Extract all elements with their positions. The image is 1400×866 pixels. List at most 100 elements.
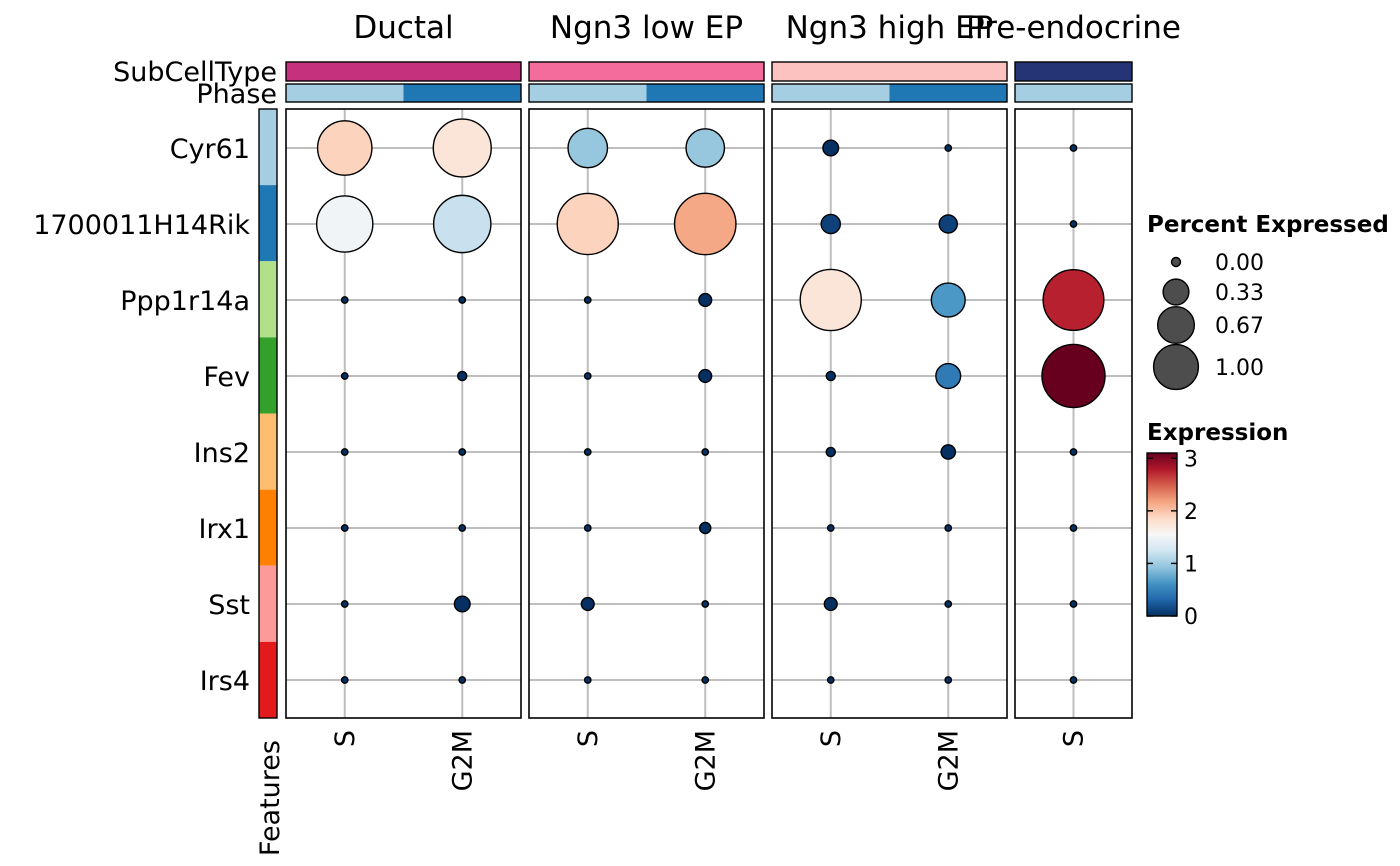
dot [583, 676, 592, 684]
dot [340, 524, 349, 532]
feature-color-segment [259, 185, 277, 262]
dot [822, 139, 840, 157]
dot [453, 595, 471, 613]
dot [458, 524, 467, 532]
dot [1069, 144, 1078, 152]
color-legend-title: Expression [1147, 420, 1288, 446]
dot [701, 676, 710, 684]
dot [940, 444, 957, 460]
color-legend-label: 3 [1184, 447, 1198, 472]
dot [701, 448, 710, 456]
dot [698, 292, 713, 308]
feature-label: Ppp1r14a [120, 286, 250, 317]
feature-label: Sst [208, 590, 250, 621]
size-legend-label: 0.67 [1215, 314, 1264, 339]
dot [1041, 343, 1106, 409]
features-axis-label: Features [255, 740, 286, 856]
phase-bar-outline [528, 83, 765, 103]
group-title: Ngn3 low EP [550, 10, 743, 46]
dot [1042, 268, 1105, 332]
dot [826, 524, 835, 532]
phase-annotation-label: Phase [196, 79, 277, 110]
color-legend-label: 0 [1184, 605, 1198, 630]
panel-border [285, 108, 522, 719]
subcelltype-annotation-label: SubCellType [113, 57, 277, 88]
dot [1069, 600, 1078, 608]
dot [580, 596, 595, 612]
size-legend-dot [1152, 343, 1200, 391]
dot [944, 600, 953, 608]
dot [583, 372, 592, 380]
size-legend-title: Percent Expressed [1147, 212, 1389, 238]
dot [799, 268, 862, 332]
group-title: Pre-endocrine [966, 10, 1181, 46]
feature-label: 1700011H14Rik [33, 210, 250, 241]
panel-border [528, 108, 765, 719]
feature-color-segment [259, 641, 277, 718]
phase-bar-outline [285, 83, 522, 103]
phase-bar-segment [1015, 84, 1132, 102]
phase-bar-segment [286, 84, 404, 102]
dot [340, 600, 349, 608]
size-legend-dot [1156, 305, 1196, 345]
dot [930, 282, 966, 318]
dot [340, 372, 349, 380]
dot [583, 524, 592, 532]
subcelltype-bar [1014, 61, 1133, 82]
phase-bar-segment [772, 84, 890, 102]
dot [935, 362, 962, 390]
x-tick-label: G2M [447, 730, 478, 791]
color-legend-bar [1146, 452, 1178, 617]
dot [583, 296, 592, 304]
dot [825, 370, 836, 382]
x-tick-label: S [816, 730, 847, 747]
phase-bar-segment [529, 84, 647, 102]
dot [823, 596, 838, 612]
dot [944, 144, 953, 152]
feature-color-segment [259, 413, 277, 490]
dot [698, 368, 713, 384]
dot [944, 676, 953, 684]
feature-bar-outline [258, 108, 278, 719]
feature-label: Fev [203, 362, 250, 393]
panel-border [1014, 108, 1133, 719]
dot [1069, 448, 1078, 456]
feature-color-segment [259, 337, 277, 414]
dot [340, 296, 349, 304]
dot [699, 521, 712, 535]
feature-color-segment [259, 261, 277, 338]
phase-bar-segment [403, 84, 521, 102]
dot [340, 676, 349, 684]
dot [944, 524, 953, 532]
subcelltype-bar [528, 61, 765, 82]
subcelltype-bar [771, 61, 1008, 82]
dot [315, 195, 374, 253]
size-legend-dot [1170, 256, 1182, 268]
size-legend-dot [1162, 278, 1190, 306]
size-legend-label: 0.00 [1215, 251, 1264, 276]
feature-color-segment [259, 109, 277, 186]
dot [567, 127, 609, 169]
size-legend-label: 0.33 [1215, 281, 1264, 306]
dot [825, 446, 836, 458]
feature-label: Ins2 [194, 438, 250, 469]
phase-bar-segment [889, 84, 1007, 102]
dot [556, 192, 619, 256]
phase-bar-segment [646, 84, 764, 102]
x-tick-label: G2M [933, 730, 964, 791]
panel-border [771, 108, 1008, 719]
dot [457, 370, 468, 382]
group-title: Ductal [353, 10, 453, 46]
feature-label: Cyr61 [170, 134, 250, 165]
subcelltype-bar [285, 61, 522, 82]
dot [1069, 220, 1078, 228]
phase-bar-outline [1014, 83, 1133, 103]
group-title: Ngn3 high EP [786, 10, 994, 46]
dot [432, 118, 492, 178]
x-tick-label: S [573, 730, 604, 747]
dot [340, 448, 349, 456]
feature-color-segment [259, 565, 277, 642]
color-legend-label: 1 [1184, 552, 1198, 577]
